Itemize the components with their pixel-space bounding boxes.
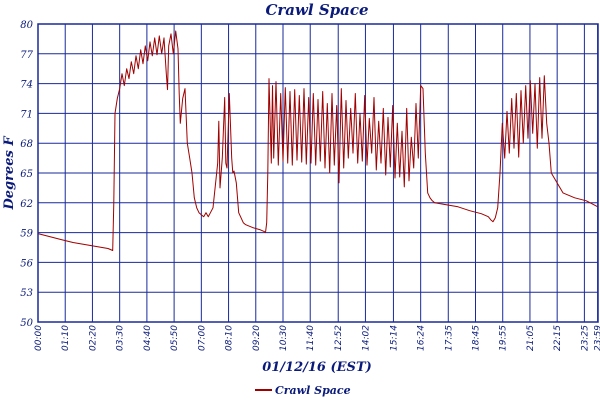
x-tick-label: 07:00: [197, 325, 207, 351]
x-tick-label: 19:55: [499, 325, 509, 351]
x-tick-label: 09:20: [252, 325, 262, 351]
x-tick-label: 17:35: [444, 325, 454, 351]
x-tick-labels: 00:00 01:10 02:20 03:30 04:40 05:50 07:00 08:10…: [34, 325, 600, 351]
series-layer: [37, 30, 599, 251]
x-tick-label: 14:02: [361, 325, 371, 351]
plot-frame: [37, 23, 599, 323]
x-tick-label: 11:40: [306, 325, 316, 351]
y-axis-label: Degrees F: [2, 136, 17, 211]
x-tick-label: 00:00: [34, 325, 44, 351]
x-tick-label: 10:30: [279, 325, 289, 351]
y-tick-label: 53: [20, 288, 33, 299]
legend-label: Crawl Space: [275, 384, 351, 397]
y-tick-label: 56: [20, 258, 33, 269]
x-tick-label: 01:10: [61, 325, 71, 351]
x-tick-label: 05:50: [170, 325, 180, 351]
x-tick-label: 03:30: [116, 325, 126, 351]
y-tick-label: 62: [20, 199, 33, 210]
y-tick-label: 50: [20, 318, 33, 329]
y-tick-label: 59: [20, 229, 33, 240]
y-tick-label: 71: [20, 109, 33, 120]
x-tick-label: 22:15: [553, 325, 563, 351]
x-tick-label: 15:14: [389, 325, 399, 351]
y-tick-labels: 50 53 56 59 62 65 68 71 74 77 80: [20, 20, 33, 329]
x-tick-label: 02:20: [88, 325, 98, 351]
x-tick-label: 21:05: [526, 325, 536, 351]
chart-title: Crawl Space: [265, 1, 368, 19]
grid: [37, 23, 599, 323]
x-tick-label: 16:24: [417, 325, 427, 351]
legend: Crawl Space: [255, 384, 351, 397]
y-tick-label: 68: [20, 139, 33, 150]
x-tick-label: 04:40: [143, 325, 153, 351]
x-tick-label: 23:59: [594, 325, 600, 351]
x-tick-label: 23:25: [580, 325, 590, 351]
y-tick-label: 77: [20, 50, 33, 61]
series-line-crawl-space: [37, 30, 599, 251]
y-tick-label: 80: [20, 20, 33, 31]
x-tick-label: 18:45: [472, 325, 482, 351]
x-tick-label: 12:52: [334, 325, 344, 351]
x-tick-label: 08:10: [225, 325, 235, 351]
x-axis-label: 01/12/16 (EST): [262, 360, 372, 375]
y-tick-label: 65: [20, 169, 33, 180]
y-tick-label: 74: [20, 80, 33, 91]
